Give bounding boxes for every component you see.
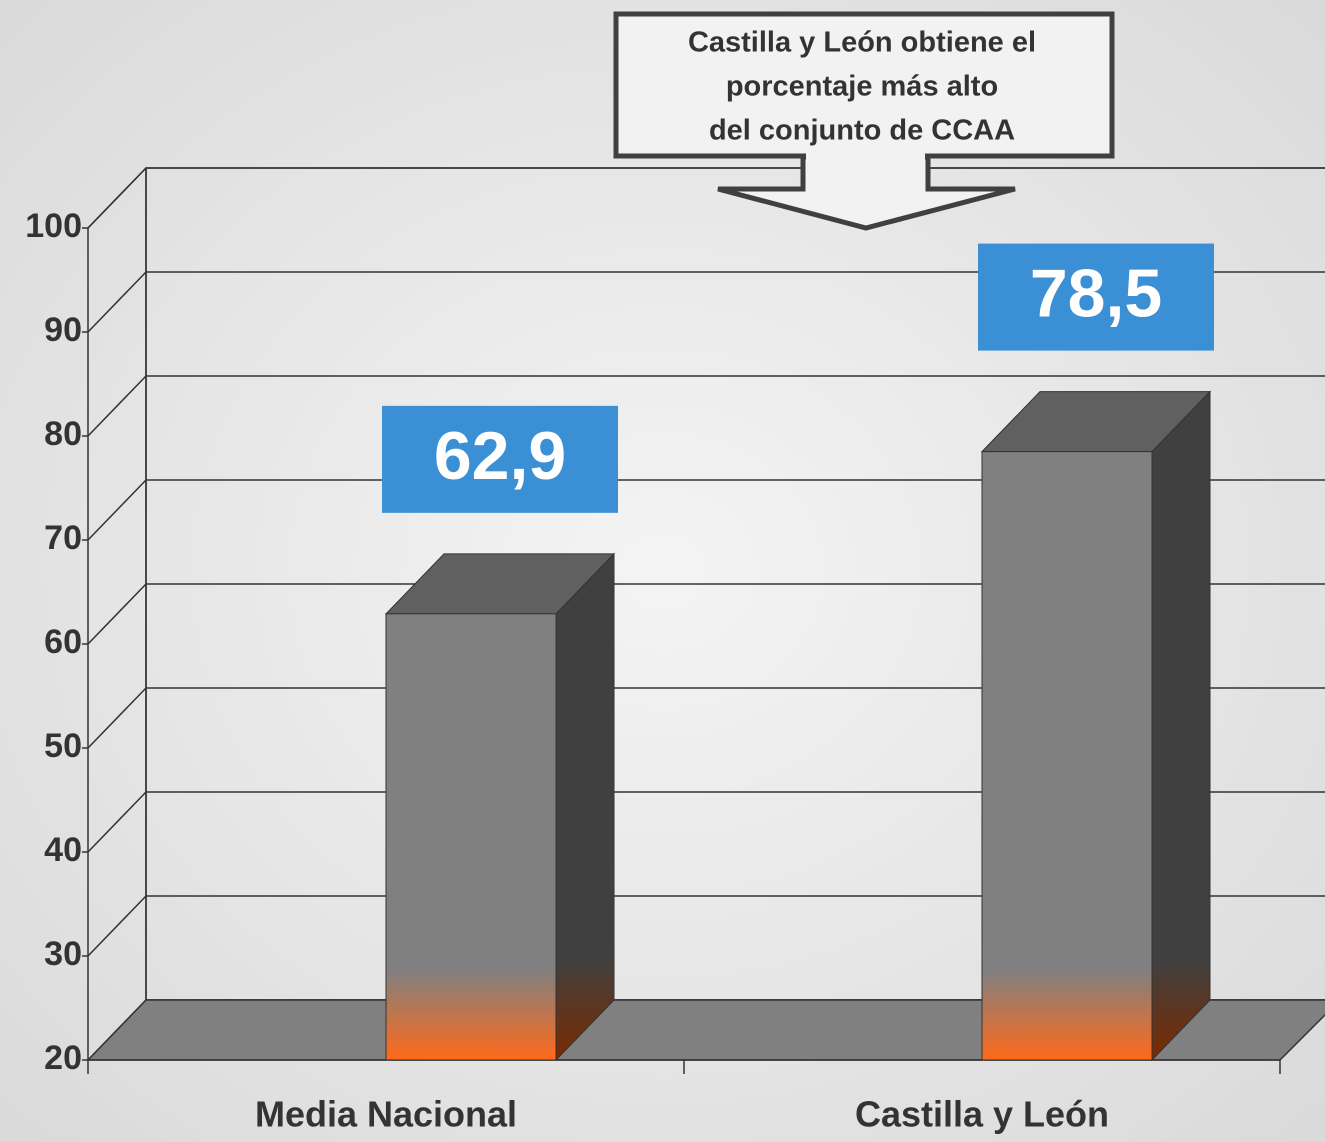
- annotation-text: Castilla y León obtiene el: [688, 27, 1036, 59]
- annotation-arrow: [717, 154, 1016, 231]
- grid-line: [87, 687, 1325, 749]
- y-tick-label: 20: [44, 1039, 82, 1077]
- y-tick-label: 30: [44, 935, 82, 973]
- y-tick-label: 40: [44, 831, 82, 869]
- bar-side: [555, 552, 615, 1062]
- value-label: 62,9: [434, 418, 566, 494]
- annotation: Castilla y León obtiene el porcentaje má…: [613, 11, 1115, 231]
- annotation-text: porcentaje más alto: [726, 71, 998, 103]
- grid-line: [87, 167, 1325, 229]
- y-tick-label: 70: [44, 519, 82, 557]
- annotation-box: [613, 11, 1115, 159]
- y-tick-label: 90: [44, 311, 82, 349]
- grid-line: [87, 791, 1325, 853]
- bar-side: [1151, 390, 1211, 1062]
- bar: [981, 451, 1153, 1061]
- plot: 20 30 40 50 60 70 80 90 100 Media Nacional 62,9 Cas…: [25, 167, 1325, 1135]
- x-tick-label: Castilla y León: [855, 1094, 1109, 1135]
- annotation-text: del conjunto de CCAA: [709, 115, 1015, 147]
- y-tick-label: 80: [44, 415, 82, 453]
- y-tick-label: 60: [44, 623, 82, 661]
- x-tick-label: Media Nacional: [255, 1094, 517, 1135]
- bar: [385, 613, 557, 1061]
- grid-line: [87, 479, 1325, 541]
- grid-line: [87, 895, 1325, 957]
- grid-line: [87, 583, 1325, 645]
- value-label-box: [382, 405, 618, 513]
- grid-line: [87, 375, 1325, 437]
- value-label: 78,5: [1030, 256, 1162, 332]
- grid-line: [87, 271, 1325, 333]
- y-tick-label: 100: [25, 207, 82, 245]
- value-label-box: [978, 243, 1214, 351]
- arrow-join: [806, 150, 925, 162]
- y-tick-label: 50: [44, 727, 82, 765]
